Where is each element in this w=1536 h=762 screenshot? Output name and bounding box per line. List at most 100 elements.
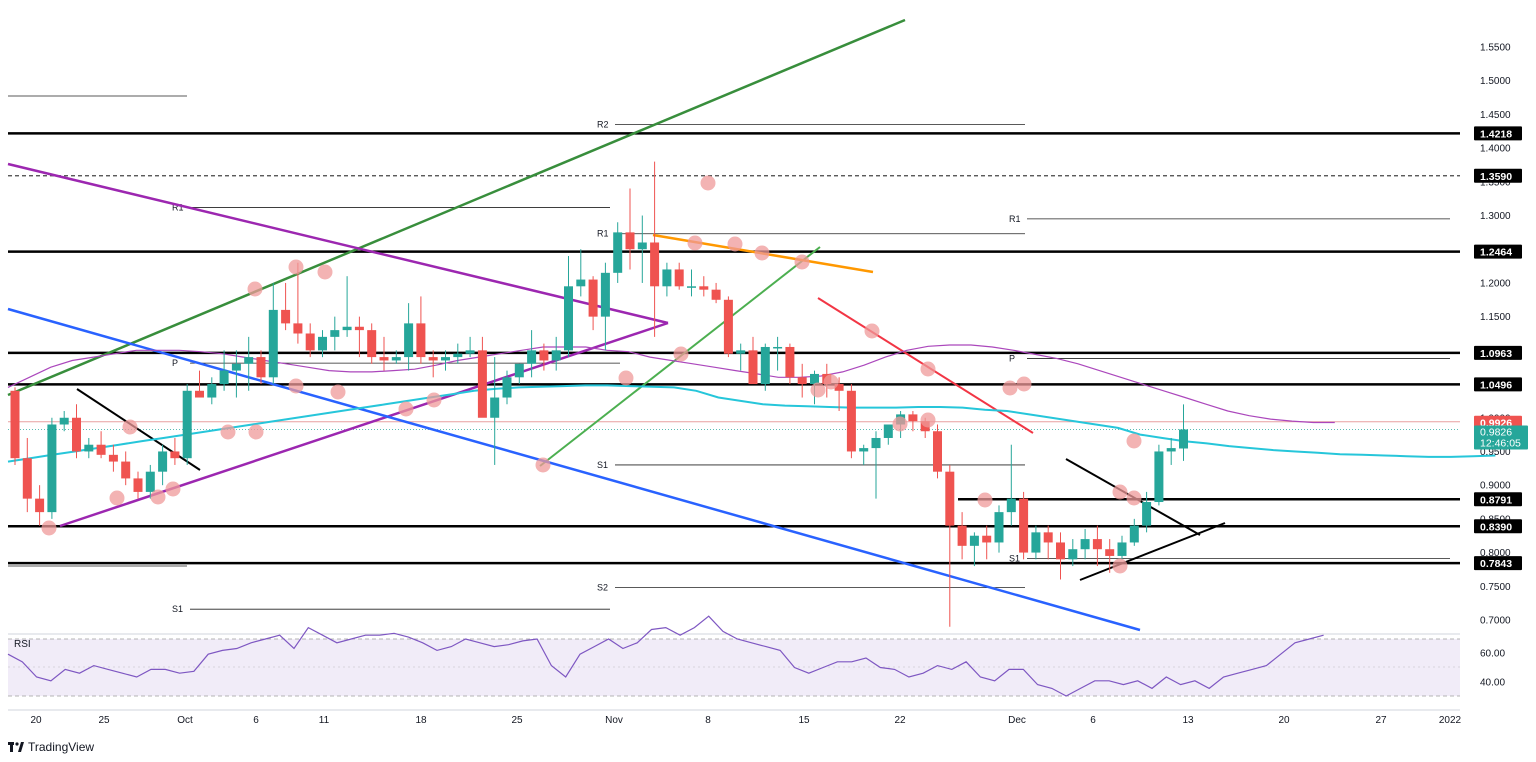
candle-body [797, 377, 807, 385]
candle-body [72, 417, 81, 452]
price-label-box [1474, 492, 1522, 507]
x-tick-label: 11 [319, 715, 330, 726]
price-label: 0.8390 [1480, 521, 1512, 533]
pivot-label: P [1009, 353, 1015, 363]
currency-label[interactable]: USD [1488, 28, 1514, 44]
indicator-pivots[interactable]: Pivots [14, 57, 42, 68]
pivot-marker [247, 281, 263, 297]
candle-body [330, 330, 340, 337]
pivot-marker [330, 384, 346, 400]
open-key: O [129, 29, 138, 40]
candle-body [834, 384, 844, 391]
candle-body [699, 286, 709, 290]
pivot-marker [920, 412, 936, 428]
candle-body [1068, 549, 1078, 560]
y-tick-label: 1.0500 [1480, 380, 1511, 391]
x-tick-label: 2022 [1439, 715, 1462, 726]
pivot-label: R1 [172, 202, 184, 212]
x-tick-label: 27 [1375, 715, 1387, 726]
pivot-marker [398, 401, 414, 417]
candle-body [1142, 502, 1152, 526]
pivot-label: S1 [1009, 554, 1020, 564]
candle-body [760, 346, 770, 385]
candle-body [810, 373, 819, 385]
candle-body [933, 431, 942, 472]
pivot-marker [892, 416, 908, 432]
price-label-box [1474, 126, 1522, 141]
x-tick-label: Oct [177, 715, 193, 726]
candle-body [625, 232, 635, 250]
candle-body [896, 414, 906, 425]
x-tick-label: Nov [605, 715, 623, 726]
pivot-marker [977, 492, 993, 508]
candle-body [207, 384, 217, 398]
indicator-ma-1[interactable]: MA [14, 43, 29, 54]
moving-average-short [7, 384, 1496, 463]
countdown-label: 12:46:05 [1480, 437, 1521, 449]
candle-body [969, 535, 979, 546]
pivot-marker [220, 424, 236, 440]
indicator-ma-2[interactable]: MA [14, 71, 29, 82]
candle-body [133, 478, 143, 492]
pivot-marker [618, 370, 634, 386]
pivot-marker [700, 175, 716, 191]
candle-body [35, 498, 45, 513]
pivot-marker [288, 378, 304, 394]
candle-body [22, 458, 32, 499]
candle-body [883, 424, 893, 438]
candle-body [108, 454, 118, 462]
candle-body [59, 417, 69, 425]
symbol-label[interactable]: XRPUSD, 1D, BINANCE [14, 29, 125, 40]
pivot-marker [41, 520, 57, 536]
pivot-label: P [172, 358, 178, 368]
pivot-label: R1 [1009, 214, 1021, 224]
candle-body [404, 323, 414, 358]
candle-body [637, 242, 647, 250]
candle-body [711, 289, 721, 300]
pivot-marker [288, 259, 304, 275]
price-label: 1.0496 [1480, 379, 1512, 391]
pivot-marker [687, 235, 703, 251]
candle-body [1031, 532, 1041, 553]
rsi-tick-label: 60.00 [1480, 649, 1505, 660]
moving-average-long [7, 344, 1335, 424]
candle-body [674, 269, 684, 287]
trendline-green-short [539, 246, 821, 467]
y-tick-label: 1.5500 [1480, 43, 1511, 54]
candle-body [428, 357, 438, 361]
candle-body [588, 279, 598, 317]
candle-body [453, 353, 463, 358]
price-axis-bg [1458, 20, 1536, 710]
candle-body [650, 242, 660, 287]
y-tick-label: 0.9500 [1480, 447, 1511, 458]
tradingview-logo-icon [8, 742, 24, 752]
y-tick-label: 1.2500 [1480, 245, 1511, 256]
last-price-label: 0.9826 [1480, 426, 1512, 438]
candle-body [859, 448, 869, 452]
candle-body [982, 535, 992, 543]
pivot-label: R1 [597, 229, 609, 239]
candle-body [1129, 525, 1139, 543]
price-label: 1.0963 [1480, 348, 1512, 360]
pivot-label: S1 [172, 604, 183, 614]
y-tick-label: 0.7500 [1480, 582, 1511, 593]
x-tick-label: 20 [30, 715, 42, 726]
price-label: 1.3590 [1480, 171, 1512, 183]
pivot-marker [426, 392, 442, 408]
candle-body [47, 424, 57, 513]
candle-body [182, 390, 192, 459]
y-tick-label: 1.0000 [1480, 413, 1511, 424]
candle-body [96, 444, 106, 455]
candle-body [379, 357, 389, 361]
pivot-label: R2 [597, 120, 609, 130]
candle-body [662, 269, 672, 287]
candle-body [1019, 498, 1029, 553]
pivot-marker [109, 490, 125, 506]
pivot-label: S2 [597, 583, 608, 593]
candle-body [342, 326, 352, 331]
x-tick-label: 15 [798, 715, 810, 726]
close-key: C [268, 29, 276, 40]
rsi-tick-label: 40.00 [1480, 678, 1505, 689]
candle-body [945, 471, 955, 526]
